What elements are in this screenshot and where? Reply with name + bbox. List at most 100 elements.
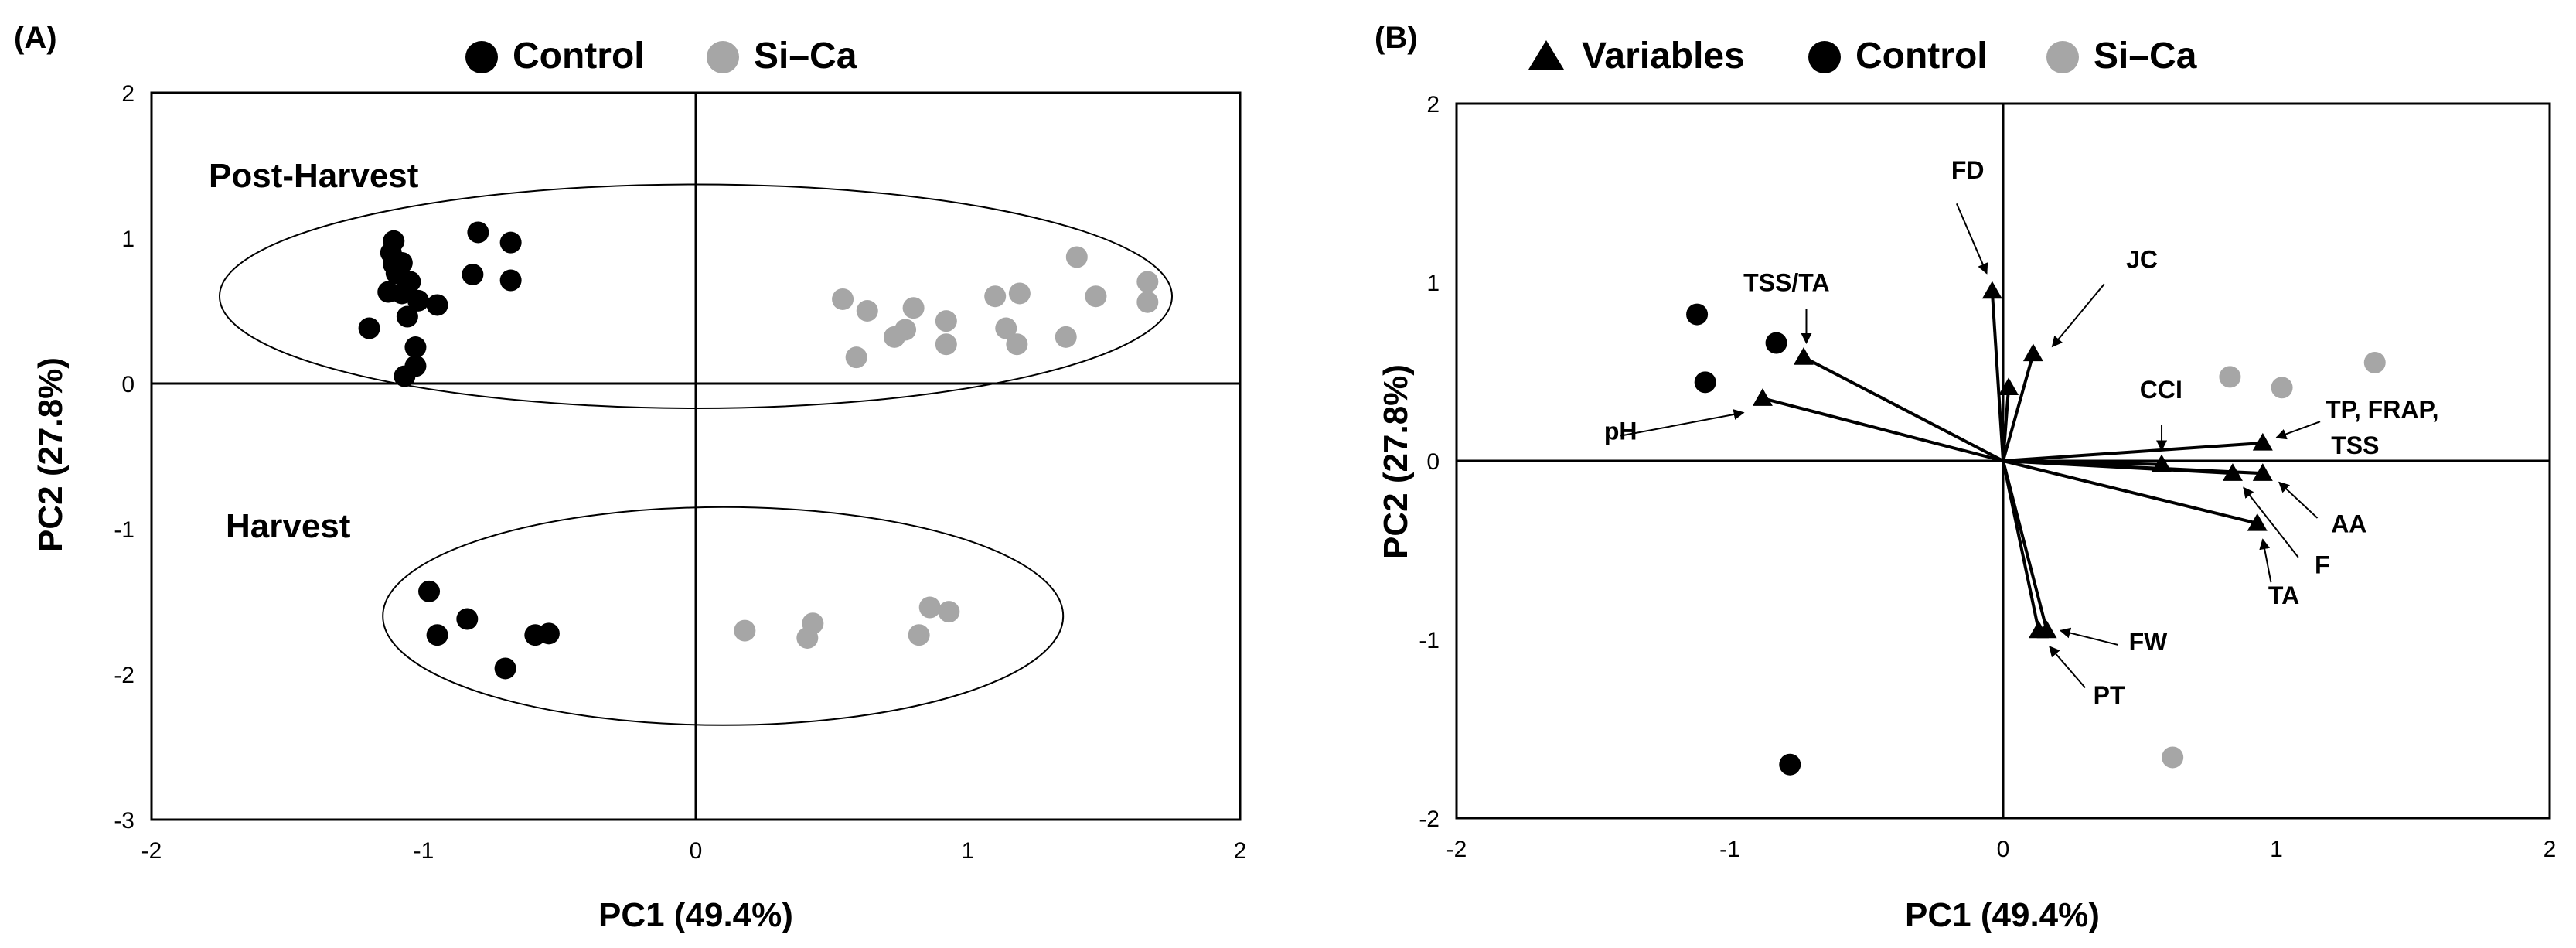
variable-label-ta: TA [2268,581,2299,609]
panel-b-y-tick-label: -2 [1419,806,1440,832]
variable-vector-pt [2002,460,2040,631]
variable-callout-arrow-ta [2259,538,2272,583]
panel-a-point-control [456,608,479,630]
panel-a-ellipse-post-harvest [219,183,1173,409]
panel-a-point-control [499,269,522,292]
panel-a-point-control [396,305,418,328]
panel-a-legend: Control Si–Ca [465,36,857,77]
panel-b-x-tick-label: 0 [1997,837,2010,862]
panel-b-legend-sica-label: Si–Ca [2094,36,2197,77]
variable-label-pt: PT [2094,681,2125,709]
panel-a-y-tick-label: -1 [114,517,135,543]
panel-b-y-tick-label: 1 [1426,271,1440,296]
variable-marker-f [2222,463,2243,481]
panel-a-point-sica [918,596,941,619]
panel-a-point-sica [908,624,930,646]
panel-a-point-sica [1136,291,1159,313]
variable-marker-ph [1752,388,1773,406]
panel-a-point-control [462,264,484,285]
panel-a-x-tick-label: 2 [1234,838,1247,864]
variable-vector-ta [2002,459,2258,525]
variable-vector-fd [1990,291,2005,462]
panel-a-label: (A) [14,21,57,55]
panel-a-point-sica [938,601,960,623]
variable-vector-tss-ta [1803,356,2004,462]
panel-b-point-control [1779,753,1801,776]
panel-b-legend-variables-label: Variables [1582,36,1745,77]
variable-vector-f [2002,459,2234,476]
variable-callout-arrow-pt [2049,646,2086,689]
panel-a-point-sica [935,310,957,332]
panel-a-y-axis-title: PC2 (27.8%) [32,357,70,552]
panel-a-x-tick-label: 0 [690,838,703,864]
panel-a-point-sica [1085,285,1107,308]
panel-a-legend-sica-label: Si–Ca [754,36,857,77]
panel-a-legend-sica-marker [707,41,739,73]
panel-a-point-control [390,282,413,305]
panel-a-point-sica [1006,333,1028,356]
variable-marker-fd [1981,281,2002,299]
panel-a-group-post-harvest: Post-Harvest [209,157,419,195]
panel-a-point-control [537,622,560,645]
panel-a-point-control [358,317,380,339]
panel-b-label: (B) [1375,21,1418,55]
variable-marker-tp-frap-tss [2252,432,2273,451]
variable-vector-jc [2002,353,2035,462]
variable-label-fw: FW [2129,628,2169,656]
panel-a-point-control [494,657,516,680]
variable-vector-ph [1762,397,2004,462]
panel-b-point-control [1686,303,1709,326]
variable-label-aa: AA [2331,510,2366,537]
panel-a-point-control [418,580,441,602]
panel-b-y-tick-label: -1 [1419,628,1440,653]
panel-a-point-control [404,336,427,358]
variable-vector-jc-inner [2002,387,2011,462]
panel-a-x-tick-label: -2 [141,838,162,864]
panel-b-x-tick-label: -1 [1719,837,1740,862]
panel-a-ellipse-harvest [382,506,1065,726]
panel-b-x-axis-title: PC1 (49.4%) [1905,896,2100,934]
panel-a-point-control [407,289,429,312]
panel-b-y-axis-title: PC2 (27.8%) [1377,364,1415,559]
panel-b-point-sica [2271,377,2293,399]
panel-b-point-sica [2219,366,2241,388]
panel-a-point-sica [995,317,1017,339]
panel-a-point-control [467,221,489,244]
panel-a-point-control [426,294,448,316]
variable-marker-tss-ta [1793,347,1814,365]
panel-a-point-sica [883,326,905,348]
variable-marker-pt [2028,620,2049,639]
variable-label-cci: CCI [2140,376,2182,404]
panel-a-legend-control-label: Control [513,36,645,77]
panel-b-y-tick-label: 0 [1426,449,1440,475]
panel-a-point-sica [856,300,878,322]
panel-a-y-tick-label: -3 [114,808,135,834]
panel-a-point-sica [1065,246,1088,268]
panel-b-x-tick-label: 1 [2270,837,2283,862]
variable-callout-arrow-ph [1620,409,1745,437]
variable-callout-arrow-fw [2059,627,2118,646]
variable-label-f: F [2315,551,2330,579]
panel-a-y-tick-label: -2 [114,663,135,688]
panel-b-point-control [1765,332,1787,354]
variable-label-tp-frap-tss: TP, FRAP, [2326,396,2438,424]
panel-a-point-control [426,624,448,646]
panel-b-legend-control-marker [1808,41,1841,73]
panel-a-y-tick-label: 0 [121,372,135,397]
panel-a-point-sica [1136,271,1159,293]
panel-b-legend-sica-marker [2046,41,2079,73]
variable-label-fd: FD [1951,156,1985,184]
panel-a-y-tick-label: 1 [121,227,135,252]
variable-callout-arrow-aa [2278,481,2319,519]
panel-b-legend-control-label: Control [1855,36,1988,77]
panel-a-group-harvest: Harvest [226,507,351,545]
panel-b: (B) Variables Control Si–Ca -2 -1 0 1 2 -2 -1 0… [1375,21,2556,934]
panel-a-legend-control-marker [465,41,498,73]
panel-b-legend-variables-marker [1528,40,1564,70]
variable-marker-aa [2252,463,2273,481]
variable-label-tss-ta: TSS/TA [1743,269,1829,297]
panel-b-point-sica [2162,746,2184,769]
panel-a-point-sica [1008,282,1031,305]
panel-a-x-tick-label: 1 [962,838,975,864]
panel-a-x-tick-label: -1 [414,838,434,864]
